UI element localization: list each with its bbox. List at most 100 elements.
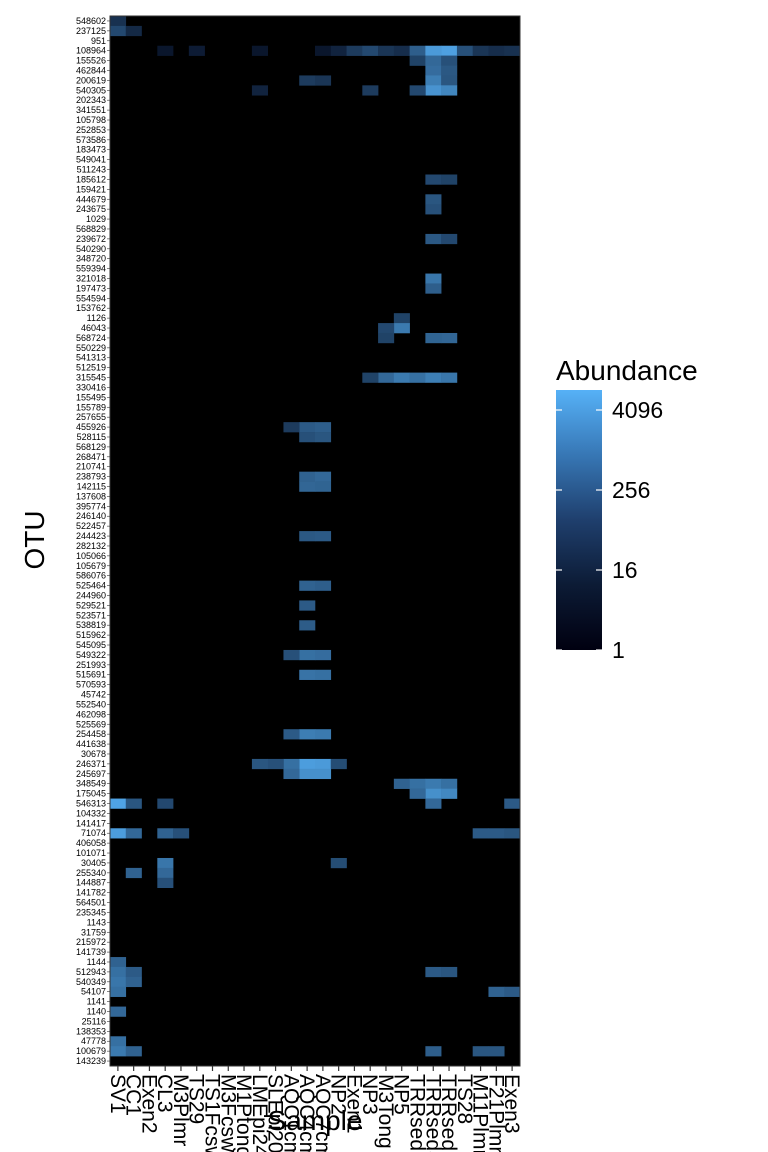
x-tick-label: NP2 (327, 1074, 350, 1115)
y-tick-label: 444679 (76, 194, 106, 204)
heatmap-cell (472, 828, 489, 839)
heatmap-cell (504, 45, 521, 56)
y-tick-label: 210741 (76, 462, 106, 472)
heatmap-cell (425, 55, 442, 66)
heatmap-cell (125, 798, 142, 809)
y-tick-label: 47778 (81, 1036, 106, 1046)
legend-tick-label: 1 (612, 637, 625, 663)
heatmap-cell (330, 758, 347, 770)
x-tick-label: M11Plmr (469, 1074, 492, 1152)
heatmap-cell (299, 75, 316, 86)
heatmap-cell (110, 798, 127, 809)
y-tick-label: 30678 (81, 749, 106, 759)
x-tick-label: AQC4cm (295, 1074, 318, 1152)
y-tick-label: 528115 (77, 432, 106, 442)
y-tick-label: 570593 (76, 680, 106, 690)
heatmap-cell (157, 867, 174, 879)
y-tick-label: 951 (91, 36, 106, 46)
heatmap-cell (425, 1046, 442, 1057)
y-tick-label: 552540 (76, 699, 106, 709)
heatmap-cell (441, 966, 458, 978)
heatmap-cell (299, 600, 316, 611)
y-tick-label: 462098 (76, 709, 106, 719)
y-tick-label: 200619 (76, 75, 106, 85)
y-tick-label: 141417 (76, 818, 106, 828)
y-tick-label: 455926 (76, 422, 106, 432)
y-tick-label: 100679 (76, 1046, 106, 1056)
heatmap-cell (283, 649, 300, 661)
y-tick-label: 568724 (76, 333, 106, 343)
y-tick-label: 529521 (76, 600, 106, 610)
y-tick-label: 215972 (76, 937, 106, 947)
heatmap-cell (393, 778, 410, 789)
x-tick-label: CL3 (153, 1074, 176, 1113)
y-tick-label: 255340 (76, 868, 106, 878)
heatmap-cell (110, 1046, 127, 1057)
y-tick-label: 175045 (76, 789, 106, 799)
heatmap-cell (504, 798, 521, 809)
heatmap-cell (315, 768, 332, 780)
heatmap-cell (441, 332, 458, 344)
heatmap-cell (393, 323, 410, 334)
y-tick-label: 239672 (76, 234, 106, 244)
heatmap-cell (330, 857, 347, 869)
y-tick-label: 143239 (76, 1056, 106, 1066)
y-tick-label: 105066 (76, 551, 106, 561)
y-tick-label: 252853 (76, 125, 106, 135)
y-tick-label: 341551 (76, 105, 106, 115)
y-tick-label: 159421 (76, 184, 106, 194)
y-tick-label: 540290 (76, 244, 106, 254)
y-tick-label: 246140 (76, 511, 106, 521)
heatmap-cell (125, 25, 142, 37)
y-tick-label: 54107 (81, 987, 106, 997)
y-tick-label: 511243 (77, 165, 106, 175)
y-tick-label: 462844 (76, 65, 106, 75)
heatmap-cell (315, 580, 332, 591)
x-tick-label: TS1Fcsw (201, 1074, 224, 1152)
heatmap-cell (315, 729, 332, 740)
panel-border (109, 15, 521, 1067)
x-tick-label: M1Ptong (232, 1074, 255, 1152)
heatmap-cell (330, 45, 347, 56)
y-tick-label: 25116 (82, 1016, 106, 1026)
heatmap-cell (173, 828, 190, 839)
heatmap-cell (110, 986, 127, 997)
x-tick-label: SV1 (106, 1074, 129, 1114)
y-tick-label: 523571 (76, 610, 106, 620)
y-tick-labels: 5486022371259511089641555264628442006195… (76, 16, 106, 1066)
heatmap-cell (425, 778, 442, 789)
y-tick-label: 406058 (76, 838, 106, 848)
heatmap-cell (441, 233, 458, 245)
heatmap-cell (299, 580, 316, 591)
y-tick-label: 142115 (77, 482, 106, 492)
heatmap-cell (425, 65, 442, 76)
heatmap-cell (315, 75, 332, 86)
y-tick-label: 183473 (76, 145, 106, 155)
heatmap-cell (504, 986, 521, 997)
heatmap-cell (299, 768, 316, 780)
x-tick-label: Exen3 (500, 1074, 523, 1134)
heatmap-cell (315, 45, 332, 56)
y-tick-label: 550229 (76, 343, 106, 353)
y-tick-label: 105798 (76, 115, 106, 125)
y-tick-label: 46043 (81, 323, 106, 333)
y-tick-label: 235345 (76, 907, 106, 917)
heatmap-cell (441, 55, 458, 66)
x-tick-label: TRRsed2 (437, 1074, 460, 1152)
heatmap-cell (378, 332, 395, 344)
y-axis-title: OTU (19, 510, 50, 569)
x-tick-label: TRRsed1 (406, 1074, 429, 1152)
heatmap-cell (456, 45, 473, 56)
heatmap-cell (110, 966, 127, 978)
heatmap-cell (441, 778, 458, 789)
y-tick-label: 202343 (76, 95, 106, 105)
x-tick-label: LMEpi24M (248, 1074, 271, 1152)
heatmap-cell (125, 867, 142, 879)
heatmap-cell (283, 729, 300, 740)
y-tick-label: 348720 (76, 254, 106, 264)
y-tick-label: 245697 (76, 769, 106, 779)
color-legend: Abundance 4096 256 16 1 (556, 355, 698, 663)
heatmap-cell (425, 204, 442, 215)
heatmap-cell (315, 649, 332, 661)
y-tick-label: 546313 (76, 799, 106, 809)
